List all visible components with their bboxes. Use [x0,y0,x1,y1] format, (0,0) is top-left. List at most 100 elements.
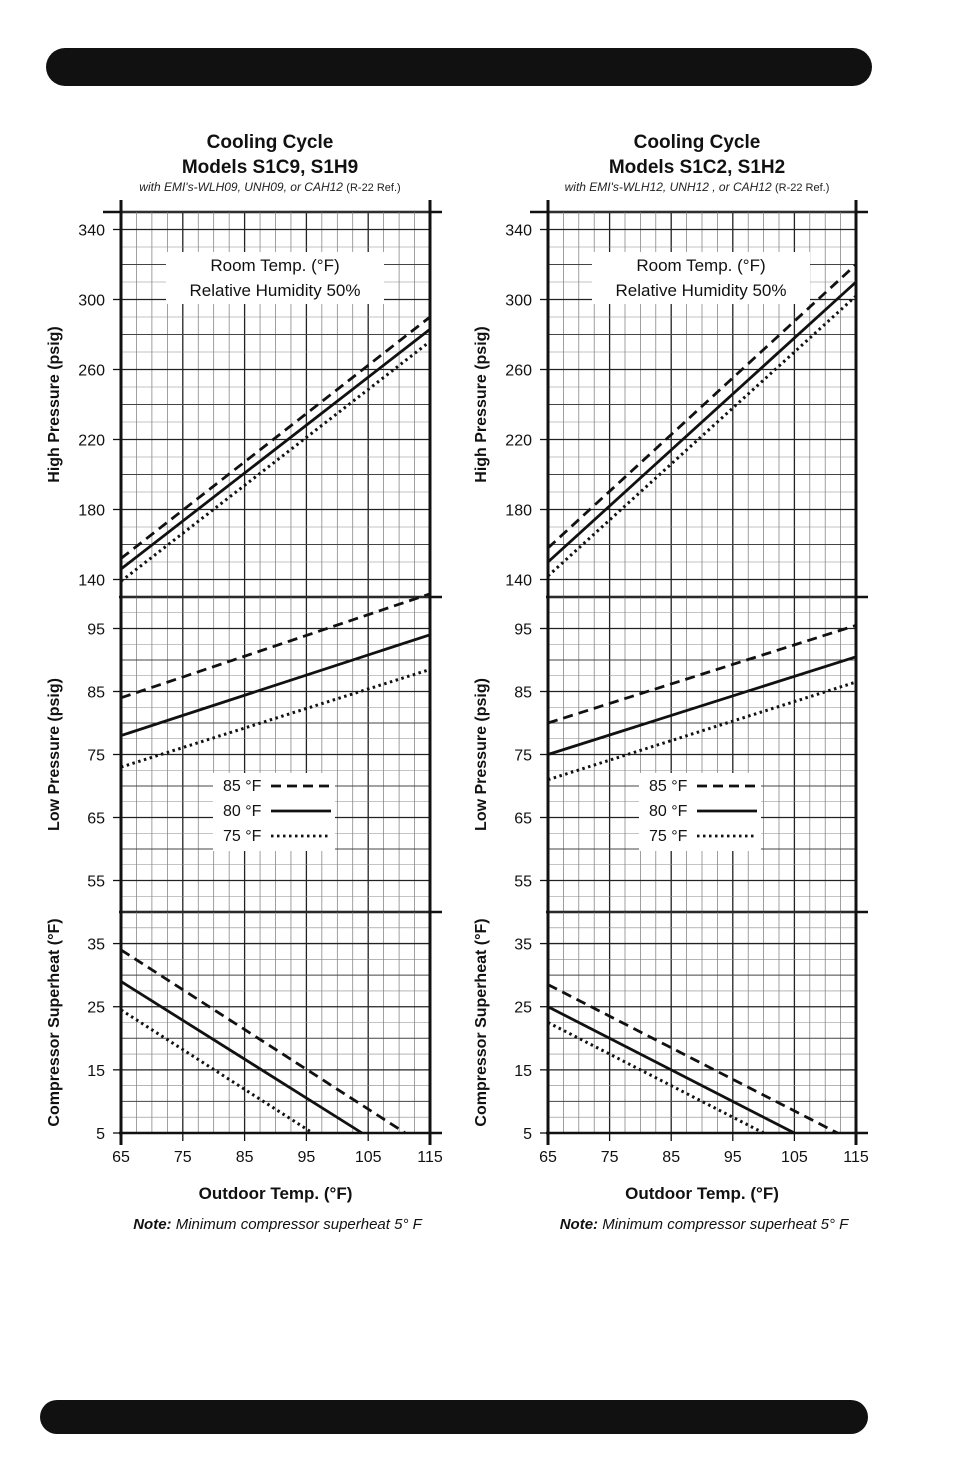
panel-low: 55 65 75 85 95 Low Pressure (psig) 85 °F 80 °F 7… [46,592,442,914]
x-tick-label: 85 [662,1149,680,1166]
y-tick-label: 260 [78,363,105,380]
caption-main: with EMI's-WLH12, UNH12 , or CAH12 [565,180,775,194]
series-80f-line [120,980,363,1135]
series-85f-line [547,624,857,725]
series-80f-line [547,280,857,564]
legend-entry-label: 75 °F [649,828,688,845]
series-80f-line [120,633,431,737]
y-tick-label: 220 [505,433,532,450]
caption-ref: (R-22 Ref.) [346,182,400,194]
chart-subtitle: Models S1C2, S1H2 [609,157,785,178]
legend-entry-label: 85 °F [223,778,262,795]
y-axis-label: High Pressure (psig) [46,326,63,482]
y-tick-label: 25 [87,1000,105,1017]
y-tick-label: 15 [514,1063,532,1080]
x-tick-label: 65 [112,1149,130,1166]
y-axis-label: Compressor Superheat (°F) [473,918,490,1126]
humidity-label: Relative Humidity 50% [189,281,360,300]
chart-1: Cooling Cycle Models S1C9, S1H9 with EMI's… [46,132,443,1233]
series-85f-line [120,315,431,560]
series-85f-line [547,263,857,550]
chart-note: Note: Minimum compressor superheat 5° F [560,1216,849,1233]
y-tick-label: 75 [514,748,532,765]
room-temp-box [592,252,810,304]
y-tick-label: 35 [514,937,532,954]
chart-caption: with EMI's-WLH09, UNH09, or CAH12 (R-22 … [139,180,400,194]
chart-2: Cooling Cycle Models S1C2, S1H2 with EMI's… [473,132,869,1233]
x-tick-label: 105 [781,1149,808,1166]
panel-superheat: 5 15 25 35 Compressor Superheat (°F) [473,911,868,1143]
series-75f-line [547,1021,765,1135]
series-75f-line [120,1008,314,1135]
note-bold: Note: [560,1216,598,1233]
chart-title: Cooling Cycle [207,132,334,153]
y-tick-label: 180 [78,503,105,520]
y-tick-label: 140 [505,573,532,590]
y-axis-label: Low Pressure (psig) [473,678,490,831]
series-80f-line [547,655,857,756]
y-tick-label: 180 [505,503,532,520]
y-tick-label: 300 [505,293,532,310]
x-tick-label: 65 [539,1149,557,1166]
y-tick-label: 220 [78,433,105,450]
series-85f-line [120,592,431,700]
room-temp-box [166,252,384,304]
panel-low: 55 65 75 85 95 Low Pressure (psig) 85 °F 80 °F 7… [473,596,868,914]
x-tick-label: 115 [417,1149,443,1166]
x-tick-label: 105 [355,1149,382,1166]
y-tick-label: 55 [87,874,105,891]
x-tick-label: 95 [724,1149,742,1166]
caption-ref: (R-22 Ref.) [775,182,829,194]
room-temp-label: Room Temp. (°F) [636,256,765,275]
y-tick-label: 5 [96,1126,105,1143]
humidity-label: Relative Humidity 50% [615,281,786,300]
note-bold: Note: [133,1216,171,1233]
y-tick-label: 140 [78,573,105,590]
y-tick-label: 5 [523,1126,532,1143]
x-tick-label: 85 [236,1149,254,1166]
y-tick-label: 65 [514,811,532,828]
panel-high: 140 180 220 260 300 340 High Pressure (psig) Ro… [473,211,868,599]
y-tick-label: 95 [87,622,105,639]
x-axis-label: Outdoor Temp. (°F) [625,1184,779,1203]
y-axis-label: High Pressure (psig) [473,326,490,482]
x-tick-label: 95 [298,1149,316,1166]
series-85f-line [547,983,839,1135]
caption-main: with EMI's-WLH09, UNH09, or CAH12 [139,180,346,194]
x-tick-label: 75 [601,1149,619,1166]
panel-high: 140 180 220 260 300 340 High Pressure (psig) Ro… [46,211,442,599]
y-tick-label: 85 [87,685,105,702]
bottom-banner-bar [40,1400,868,1434]
chart-title: Cooling Cycle [634,132,761,153]
y-tick-label: 340 [78,223,105,240]
y-tick-label: 95 [514,622,532,639]
y-tick-label: 75 [87,748,105,765]
room-temp-label: Room Temp. (°F) [210,256,339,275]
legend-entry-label: 75 °F [223,828,262,845]
chart-subtitle: Models S1C9, S1H9 [182,157,358,178]
y-axis-label: Low Pressure (psig) [46,678,63,831]
legend-entry-label: 80 °F [223,803,262,820]
y-tick-label: 300 [78,293,105,310]
y-tick-label: 25 [514,1000,532,1017]
x-axis-label: Outdoor Temp. (°F) [199,1184,353,1203]
panel-superheat: 5 15 25 35 Compressor Superheat (°F) [46,911,442,1143]
legend-entry-label: 80 °F [649,803,688,820]
series-75f-line [120,340,431,583]
series-75f-line [120,668,431,769]
chart-caption: with EMI's-WLH12, UNH12 , or CAH12 (R-22… [565,180,830,194]
y-tick-label: 85 [514,685,532,702]
y-tick-label: 55 [514,874,532,891]
legend-entry-label: 85 °F [649,778,688,795]
y-tick-label: 65 [87,811,105,828]
series-80f-line [547,1005,796,1135]
series-80f-line [120,328,431,571]
y-tick-label: 35 [87,937,105,954]
y-tick-label: 260 [505,363,532,380]
y-tick-label: 15 [87,1063,105,1080]
y-axis-label: Compressor Superheat (°F) [46,918,63,1126]
top-banner-bar [46,48,872,86]
x-tick-label: 115 [843,1149,869,1166]
y-tick-label: 340 [505,223,532,240]
